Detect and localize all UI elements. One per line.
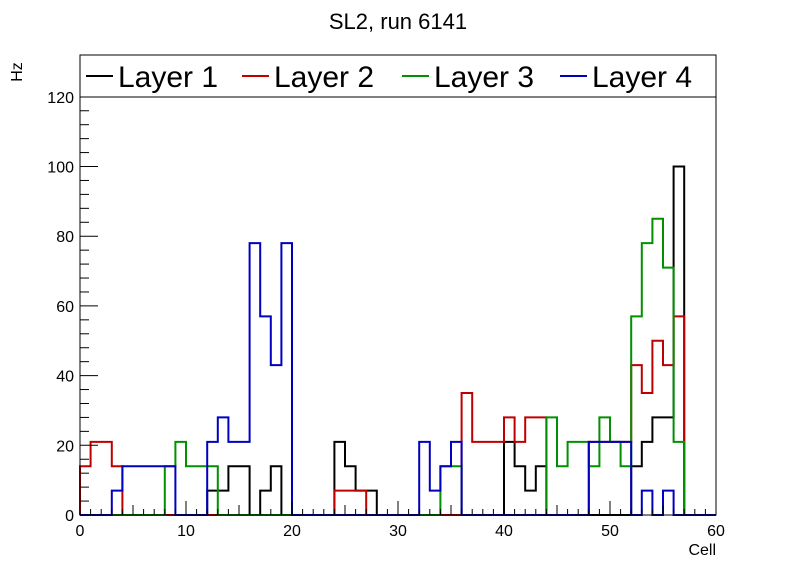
x-tick-label: 0 — [76, 523, 85, 540]
x-tick-label: 40 — [495, 523, 513, 540]
y-tick-label: 0 — [65, 508, 74, 525]
legend: Layer 1 Layer 2 Layer 3 Layer 4 — [79, 54, 717, 98]
y-tick-label: 120 — [47, 90, 74, 107]
x-tick-label: 60 — [707, 523, 725, 540]
x-tick-label: 20 — [283, 523, 301, 540]
y-tick-label: 60 — [56, 299, 74, 316]
y-tick-label: 80 — [56, 229, 74, 246]
series-lines — [79, 165, 716, 516]
legend-label-layer-1: Layer 1 — [118, 61, 218, 94]
y-axis: 0 20 40 60 80 100 120 — [47, 54, 98, 525]
series-line-layer-4 — [80, 242, 716, 516]
legend-label-layer-4: Layer 4 — [592, 61, 692, 94]
x-tick-label: 50 — [601, 523, 619, 540]
y-axis-title: Hz — [9, 62, 26, 82]
x-tick-label: 10 — [177, 523, 195, 540]
x-axis-title: Cell — [688, 542, 716, 559]
y-tick-label: 40 — [56, 369, 74, 386]
legend-label-layer-2: Layer 2 — [274, 61, 374, 94]
legend-label-layer-3: Layer 3 — [434, 61, 534, 94]
y-tick-label: 20 — [56, 438, 74, 455]
chart-title: SL2, run 6141 — [329, 9, 467, 34]
x-tick-label: 30 — [389, 523, 407, 540]
y-tick-label: 100 — [47, 160, 74, 177]
x-axis: 0 10 20 30 40 50 60 — [76, 501, 725, 540]
legend-box — [79, 54, 717, 98]
